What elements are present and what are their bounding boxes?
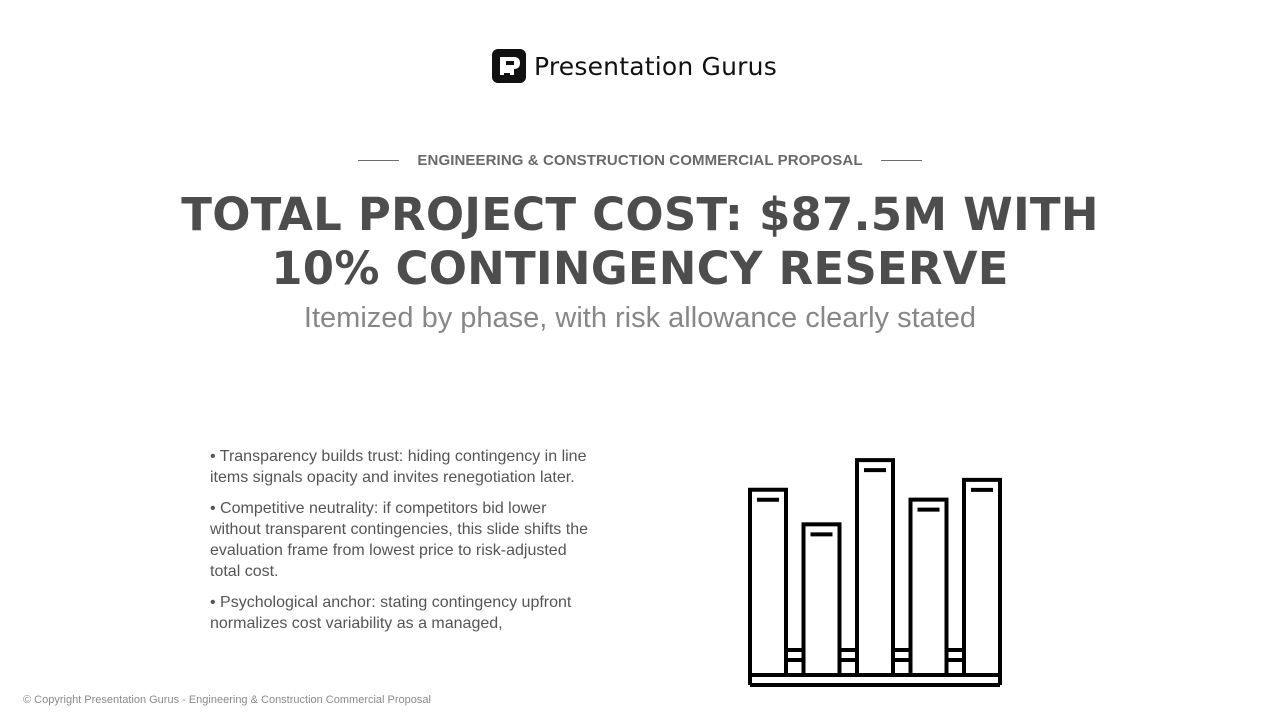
page-title: TOTAL PROJECT COST: $87.5M WITH 10% CONT… — [181, 188, 1099, 295]
page-subtitle: Itemized by phase, with risk allowance c… — [303, 302, 977, 334]
chart-bar — [908, 497, 949, 677]
chart-base-group — [748, 673, 1002, 687]
kicker-divider-right — [880, 160, 922, 161]
chart-bar — [855, 458, 895, 677]
chart-bars-group — [748, 458, 1002, 678]
bullet-list: • Transparency builds trust: hiding cont… — [210, 446, 600, 660]
brand-name: Presentation Gurus — [534, 51, 777, 81]
chart-bar — [801, 522, 842, 677]
footer-copyright: © Copyright Presentation Gurus - Enginee… — [23, 694, 431, 706]
chart-bar — [748, 487, 788, 677]
presentation-gurus-logo-icon — [492, 49, 526, 83]
bullet-item-transparency: • Transparency builds trust: hiding cont… — [210, 448, 587, 486]
bullet-item-anchor: • Psychological anchor: stating continge… — [210, 594, 572, 632]
kicker-divider-left — [358, 160, 400, 161]
brand-logo: Presentation Gurus — [492, 48, 777, 84]
chart-bar — [962, 477, 1002, 678]
kicker: ENGINEERING & CONSTRUCTION COMMERCIAL PR… — [417, 152, 863, 169]
bullet-item-neutrality: • Competitive neutrality: if competitors… — [210, 500, 588, 580]
bar-chart-outline-icon — [748, 458, 1002, 687]
kicker-row: ENGINEERING & CONSTRUCTION COMMERCIAL PR… — [0, 152, 1280, 169]
